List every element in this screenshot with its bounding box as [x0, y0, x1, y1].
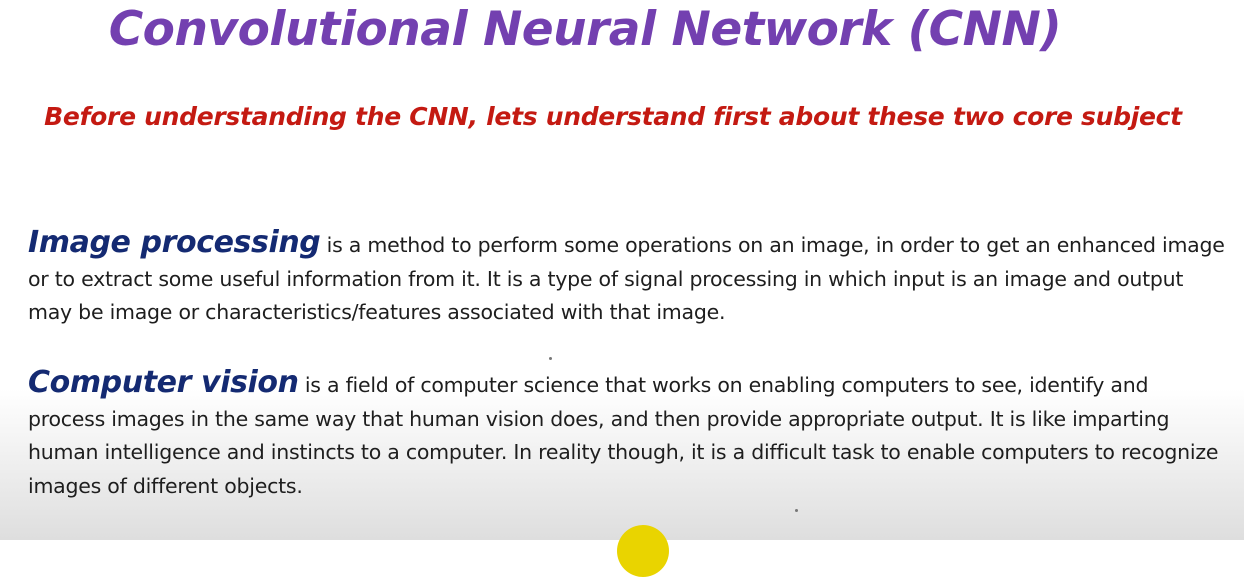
speck-dot: [549, 357, 552, 360]
slide: Convolutional Neural Network (CNN) Befor…: [0, 0, 1244, 540]
slide-subtitle: Before understanding the CNN, lets under…: [0, 102, 1226, 131]
computer-vision-term: Computer vision: [28, 365, 299, 400]
cursor-highlight-pointer: [617, 525, 669, 577]
image-processing-paragraph: Image processing is a method to perform …: [28, 226, 1228, 330]
slide-title: Convolutional Neural Network (CNN): [0, 2, 1170, 57]
computer-vision-paragraph: Computer vision is a field of computer s…: [28, 366, 1228, 503]
speck-dot: [795, 509, 798, 512]
image-processing-term: Image processing: [28, 225, 320, 260]
